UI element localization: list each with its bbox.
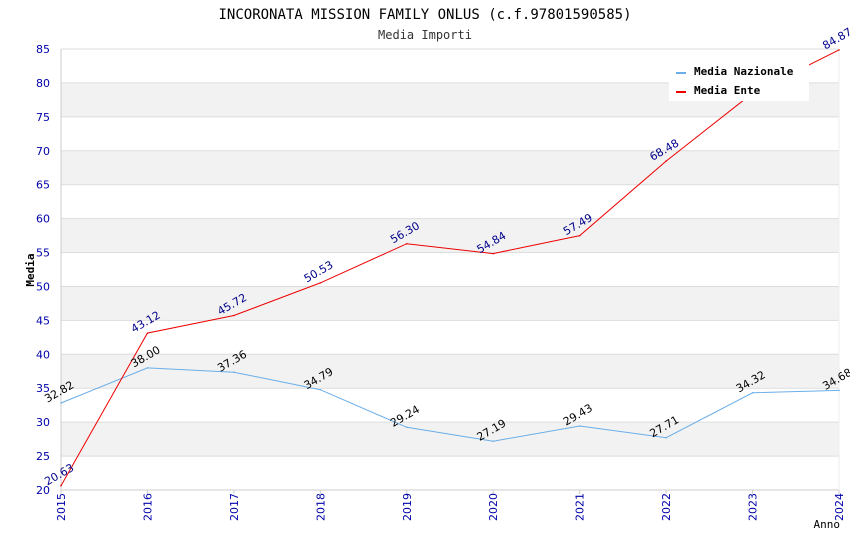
data-point — [405, 242, 408, 245]
y-tick-label: 45 — [36, 314, 50, 327]
axes — [60, 49, 840, 494]
data-point — [751, 392, 754, 394]
y-tick-label: 40 — [36, 348, 50, 361]
x-tick-label: 2018 — [314, 493, 327, 521]
data-label: 84.87 — [820, 25, 850, 52]
series-line-media-nazionale — [60, 367, 840, 442]
y-tick-label: 20 — [36, 484, 50, 497]
x-tick-label: 2022 — [660, 493, 673, 521]
legend-label: Media Nazionale — [694, 65, 794, 78]
data-point — [838, 389, 840, 392]
data-point — [405, 426, 408, 429]
legend: Media Nazionale Media Ente — [669, 59, 809, 101]
chart-subtitle: Media Importi — [378, 28, 472, 42]
x-tick-label: 2023 — [747, 493, 760, 521]
x-tick-label: 2024 — [833, 493, 846, 521]
data-point — [492, 440, 495, 443]
grid-band — [61, 354, 839, 389]
data-point — [319, 388, 322, 391]
data-point — [578, 234, 581, 237]
y-tick-label: 85 — [36, 43, 50, 56]
data-point — [146, 332, 149, 334]
x-tick-label: 2016 — [141, 493, 154, 521]
data-point — [578, 425, 581, 427]
data-point — [665, 436, 667, 439]
y-tick-label: 80 — [36, 77, 50, 90]
data-point — [838, 49, 840, 51]
data-label: 50.53 — [302, 258, 336, 285]
y-tick-label: 25 — [36, 450, 50, 463]
series-line-media-ente — [60, 49, 840, 486]
x-tick-label: 2021 — [574, 493, 587, 521]
data-point — [60, 402, 62, 404]
x-tick-label: 2015 — [55, 493, 68, 521]
series-group — [60, 49, 840, 487]
y-tick-label: 50 — [36, 280, 50, 293]
y-tick-label: 35 — [36, 382, 50, 395]
legend-box — [669, 59, 809, 101]
grid-band — [61, 286, 839, 321]
legend-label: Media Ente — [694, 84, 761, 97]
grid-band — [61, 422, 839, 457]
x-tick-labels: 2015 2016 2017 2018 2019 2020 2021 2022 2023 2024 — [55, 493, 846, 521]
data-point — [60, 484, 62, 487]
data-point — [665, 160, 667, 162]
x-tick-label: 2019 — [401, 493, 414, 521]
y-axis-label: Media — [24, 253, 37, 286]
data-point — [319, 282, 322, 284]
data-point — [492, 252, 495, 255]
y-tick-label: 30 — [36, 416, 50, 429]
chart-title: INCORONATA MISSION FAMILY ONLUS (c.f.978… — [218, 7, 631, 23]
grid-band — [61, 150, 839, 185]
x-tick-label: 2020 — [487, 493, 500, 521]
x-axis-label: Anno — [814, 518, 841, 531]
y-tick-label: 55 — [36, 247, 50, 260]
y-tick-label: 65 — [36, 179, 50, 192]
data-point — [233, 314, 235, 317]
data-point — [146, 367, 149, 369]
data-point — [233, 371, 235, 374]
x-tick-label: 2017 — [228, 493, 241, 521]
y-tick-labels: 20 25 30 35 40 45 50 55 60 65 70 75 80 85 — [36, 43, 50, 497]
grid-band — [61, 218, 839, 253]
data-label: 20.63 — [42, 461, 76, 488]
y-tick-label: 70 — [36, 145, 50, 158]
grid-bands — [61, 82, 839, 457]
y-tick-label: 60 — [36, 213, 50, 226]
y-tick-label: 75 — [36, 111, 50, 124]
grid-lines — [61, 48, 839, 491]
